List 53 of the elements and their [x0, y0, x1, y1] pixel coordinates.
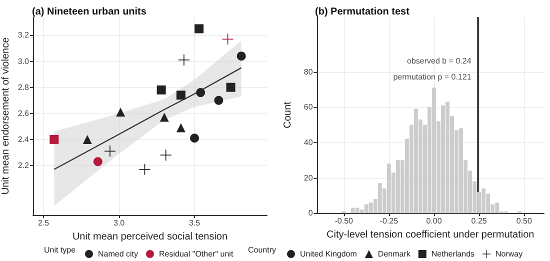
point — [194, 24, 204, 34]
x-axis-title: Unit mean perceived social tension — [72, 231, 228, 242]
x-tick-label: 2.5 — [38, 218, 50, 228]
y-tick-label: 2.4 — [18, 134, 30, 144]
y-tick-label: 2.6 — [18, 108, 30, 118]
point — [226, 82, 236, 92]
point — [176, 90, 186, 100]
point — [116, 108, 126, 117]
point — [196, 88, 206, 98]
x-tick-label: -0.50 — [334, 216, 354, 226]
point — [82, 134, 92, 144]
text: Country — [248, 246, 276, 254]
legend-label: Denmark — [378, 250, 412, 258]
chart-title: (a) Nineteen urban units — [32, 6, 147, 18]
x-tick-label: 0.00 — [426, 216, 442, 226]
point — [178, 54, 190, 66]
y-tick-label: 2.2 — [18, 161, 30, 170]
annotation: permutation p = 0.121 — [393, 72, 472, 82]
x-tick-label: 3.5 — [188, 218, 201, 228]
y-tick-label: 0 — [308, 208, 314, 218]
legend-label: Norway — [496, 250, 523, 258]
point — [160, 112, 169, 122]
y-tick-label: 3.2 — [18, 30, 30, 40]
point — [236, 52, 246, 61]
y-tick-label: 20 — [304, 173, 314, 182]
annotation: observed b = 0.24 — [407, 56, 472, 66]
legend-label: Netherlands — [431, 250, 475, 258]
point — [93, 157, 102, 166]
y-tick-label: 40 — [304, 138, 314, 147]
y-tick-label: 80 — [304, 67, 314, 76]
x-tick-label: 3.0 — [113, 218, 126, 228]
x-tick-label: 0.25 — [471, 216, 488, 226]
y-tick-label: 2.8 — [18, 82, 30, 92]
point — [156, 85, 166, 94]
point — [190, 134, 200, 143]
point — [104, 146, 116, 157]
legend-label: Named city — [98, 250, 138, 258]
legend-label: United Kingdom — [300, 250, 358, 258]
x-axis-title: City-level tension coefficient under permutation — [326, 230, 534, 240]
y-tick-label: 60 — [304, 102, 314, 112]
chart-title: (b) Permutation test — [315, 6, 410, 18]
line-series — [54, 67, 242, 170]
x-tick-label: 0.50 — [516, 216, 532, 226]
legend-title: Unit type — [44, 246, 76, 254]
y-axis-title: Count — [282, 101, 294, 128]
point — [160, 150, 172, 161]
y-tick-label: 3.0 — [18, 56, 30, 66]
point — [50, 134, 59, 144]
point — [214, 96, 224, 105]
x-tick-label: -0.25 — [380, 216, 399, 226]
point — [176, 123, 186, 132]
legend-label: Residual "Other" unit — [159, 250, 234, 258]
y-axis-title: Unit mean endorsement of violence — [0, 36, 12, 195]
